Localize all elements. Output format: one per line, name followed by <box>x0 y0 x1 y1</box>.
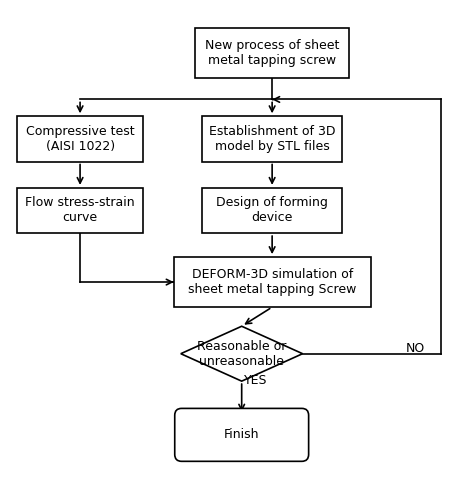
Text: Finish: Finish <box>224 428 259 441</box>
FancyBboxPatch shape <box>202 116 342 161</box>
FancyBboxPatch shape <box>202 188 342 233</box>
Text: Reasonable or
unreasonable: Reasonable or unreasonable <box>197 340 286 368</box>
Polygon shape <box>181 326 302 381</box>
Text: Compressive test
(AISI 1022): Compressive test (AISI 1022) <box>26 125 135 153</box>
Text: Flow stress-strain
curve: Flow stress-strain curve <box>25 197 135 225</box>
Text: YES: YES <box>244 374 267 387</box>
FancyBboxPatch shape <box>17 116 143 161</box>
Text: New process of sheet
metal tapping screw: New process of sheet metal tapping screw <box>205 39 339 67</box>
FancyBboxPatch shape <box>195 28 349 78</box>
Text: DEFORM-3D simulation of
sheet metal tapping Screw: DEFORM-3D simulation of sheet metal tapp… <box>188 268 356 296</box>
FancyBboxPatch shape <box>17 188 143 233</box>
FancyBboxPatch shape <box>174 257 371 307</box>
FancyBboxPatch shape <box>175 409 309 461</box>
Text: NO: NO <box>405 342 425 355</box>
Text: Establishment of 3D
model by STL files: Establishment of 3D model by STL files <box>209 125 336 153</box>
Text: Design of forming
device: Design of forming device <box>216 197 328 225</box>
